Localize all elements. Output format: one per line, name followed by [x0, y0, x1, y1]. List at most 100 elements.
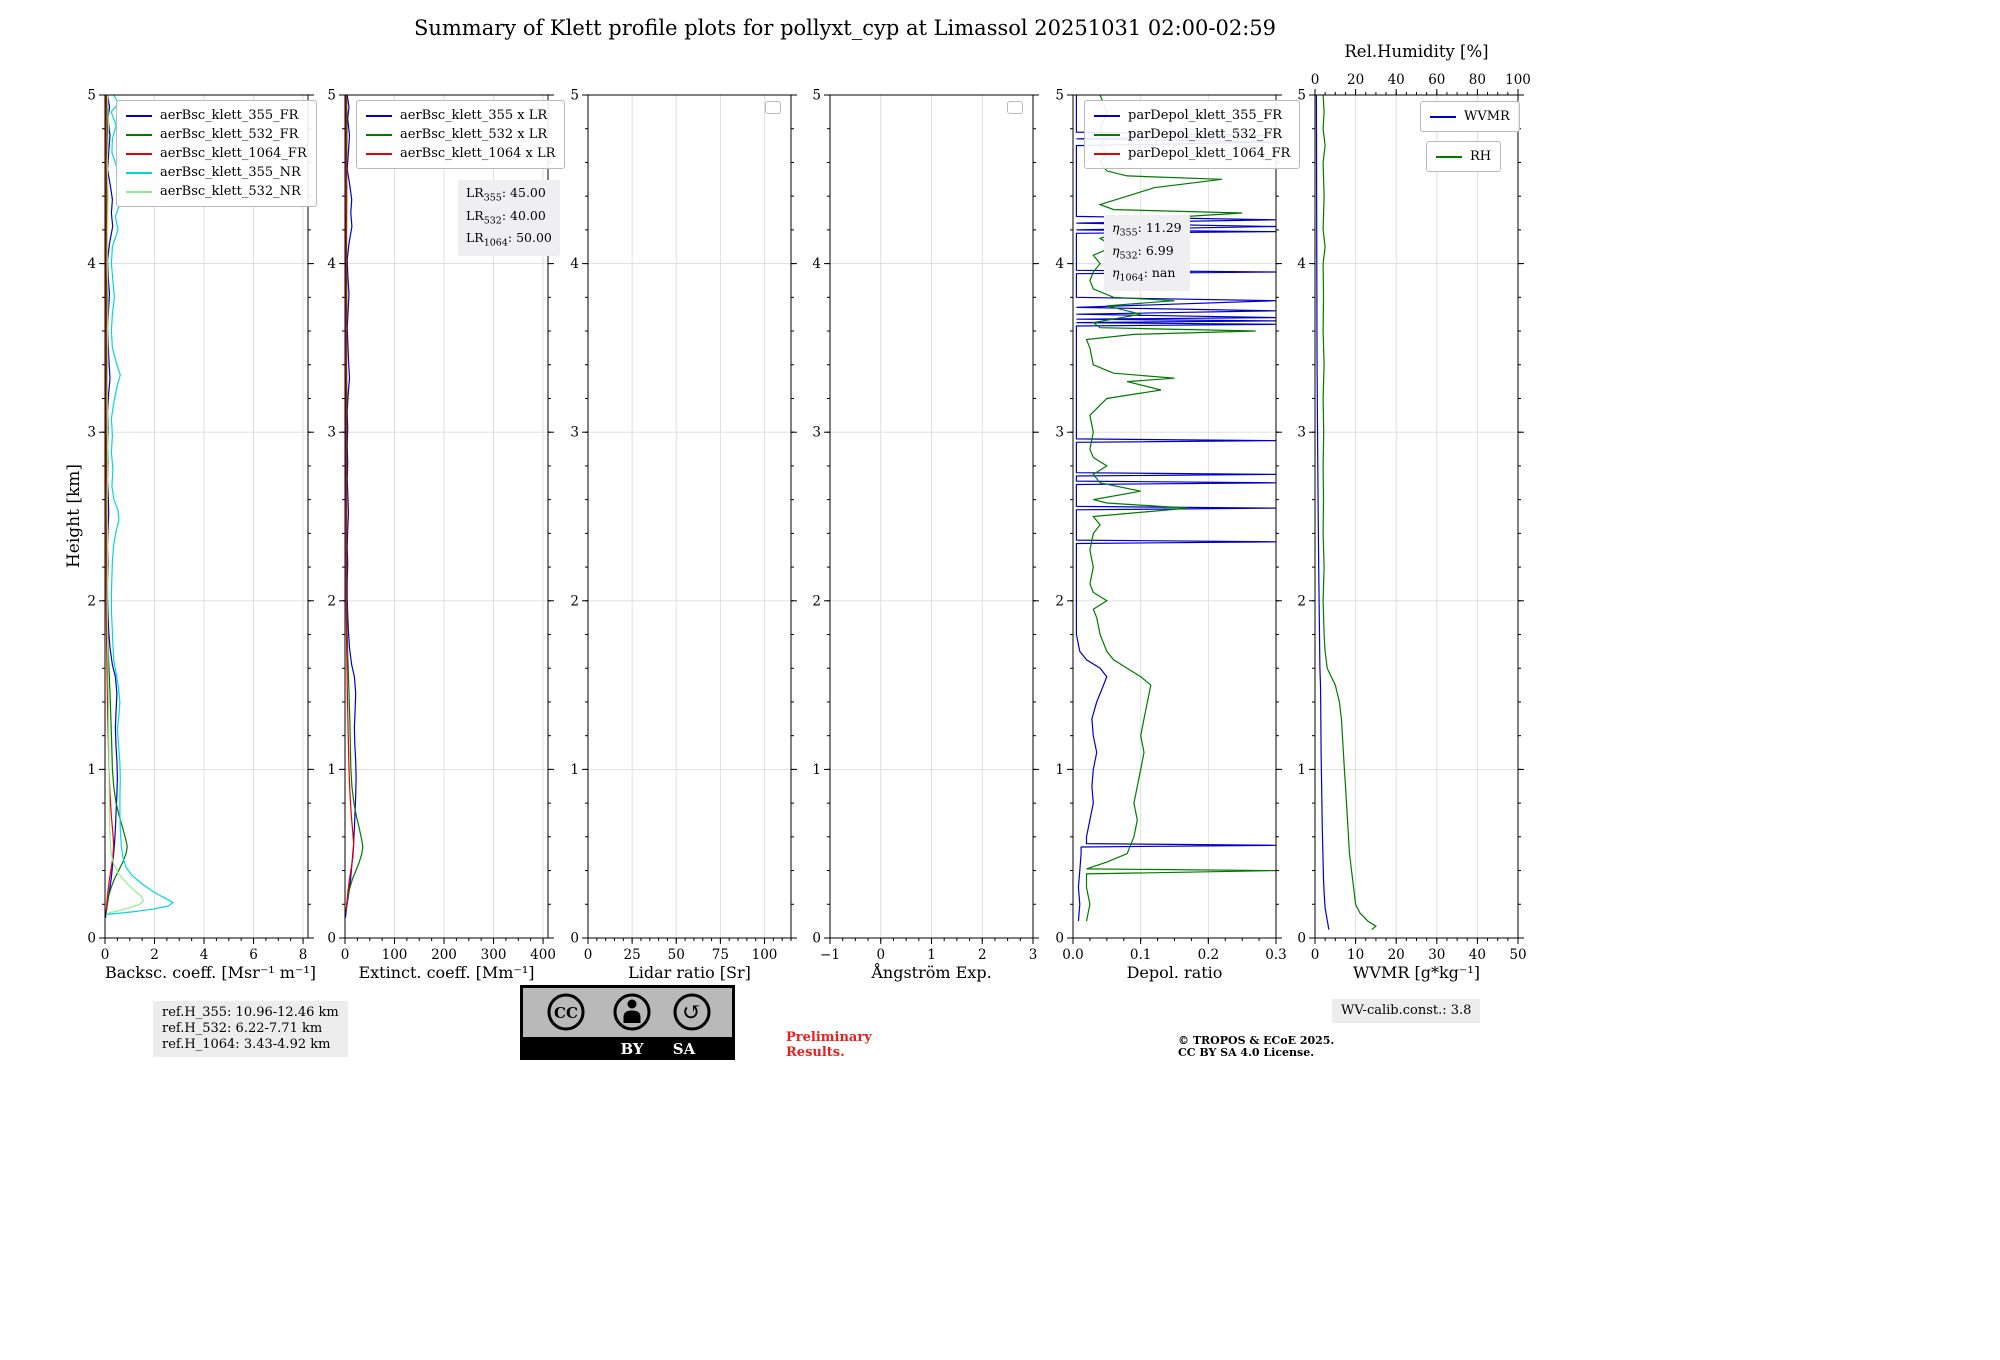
panel-wvmr: 0 10 20 30 40 50 0 1 2 3 4 5 0 20 40 60 80 100 Rel.Humidit… [1270, 15, 1540, 1025]
svg-text:6: 6 [249, 947, 258, 963]
svg-text:4: 4 [87, 256, 96, 272]
ticks [99, 94, 314, 944]
svg-text:4: 4 [570, 256, 579, 272]
svg-text:3: 3 [327, 425, 336, 441]
svg-text:2: 2 [978, 947, 987, 963]
svg-text:5: 5 [812, 88, 821, 104]
extinction-plot: 0 100 200 300 400 0 1 2 3 4 5 [327, 88, 556, 964]
attribution-person-icon [613, 993, 651, 1031]
svg-text:0: 0 [812, 931, 821, 947]
share-alike-arrow: ↺ [682, 998, 702, 1026]
legend-entry: aerBsc_klett_1064 x LR [366, 144, 555, 163]
legend: parDepol_klett_355_FR parDepol_klett_532_… [1084, 100, 1301, 169]
svg-text:2: 2 [150, 947, 159, 963]
ticks [339, 94, 554, 944]
legend-label: parDepol_klett_355_FR [1128, 108, 1283, 123]
top-axis-label: Rel.Humidity [%] [1344, 42, 1488, 61]
backscatter-plot: 0 2 4 6 8 0 1 2 3 4 5 [87, 88, 314, 964]
svg-text:50: 50 [668, 947, 685, 963]
svg-text:0.2: 0.2 [1198, 947, 1219, 963]
series-aerBsc_klett_355_NR [107, 95, 175, 915]
legend: RH [1426, 141, 1502, 172]
person-body [623, 1010, 641, 1023]
svg-text:0.3: 0.3 [1265, 947, 1286, 963]
svg-text:0: 0 [1055, 931, 1064, 947]
legend-label: aerBsc_klett_355_FR [160, 108, 299, 123]
legend-entry: parDepol_klett_1064_FR [1094, 144, 1290, 163]
legend-label: aerBsc_klett_532_FR [160, 127, 299, 142]
svg-text:3: 3 [570, 425, 579, 441]
preliminary-results-note: Preliminary Results. [786, 1030, 872, 1060]
svg-text:2: 2 [570, 593, 579, 609]
axes-frame [587, 94, 792, 939]
svg-text:30: 30 [1428, 947, 1445, 963]
svg-text:60: 60 [1428, 72, 1445, 88]
svg-text:5: 5 [87, 88, 96, 104]
svg-text:5: 5 [1055, 88, 1064, 104]
legend-line-sample [366, 114, 392, 117]
svg-text:4: 4 [200, 947, 209, 963]
legend-line-sample [1430, 115, 1456, 118]
svg-text:3: 3 [1029, 947, 1038, 963]
svg-text:0.0: 0.0 [1062, 947, 1083, 963]
legend-line-sample [126, 152, 152, 155]
copyright-line2: CC BY SA 4.0 License. [1178, 1046, 1315, 1059]
svg-text:4: 4 [1297, 256, 1306, 272]
cc-license-badge: CC ↺ BY SA [520, 985, 735, 1060]
svg-text:300: 300 [481, 947, 507, 963]
svg-text:200: 200 [431, 947, 457, 963]
series-parDepol_klett_532_FR [1085, 95, 1276, 922]
x-axis-label-backscatter: Backsc. coeff. [Msr⁻¹ m⁻¹] [105, 963, 317, 982]
legend-line-sample [1094, 152, 1120, 155]
svg-text:2: 2 [1055, 593, 1064, 609]
svg-text:2: 2 [87, 593, 96, 609]
tick-labels: 0 2 4 6 8 0 1 2 3 4 5 [87, 88, 307, 964]
legend-entry: WVMR [1430, 107, 1510, 126]
legend-line-sample [126, 133, 152, 136]
legend-label: aerBsc_klett_1064_FR [160, 146, 307, 161]
ticks [1309, 89, 1524, 944]
legend-line-sample [126, 190, 152, 193]
svg-text:0: 0 [101, 947, 110, 963]
preliminary-line2: Results. [786, 1045, 845, 1060]
svg-text:4: 4 [327, 256, 336, 272]
svg-text:1: 1 [812, 762, 821, 778]
legend-line-sample [126, 171, 152, 174]
legend [765, 101, 781, 114]
svg-text:2: 2 [812, 593, 821, 609]
svg-text:0: 0 [341, 947, 350, 963]
copyright-note: © TROPOS & ECoE 2025. CC BY SA 4.0 Licen… [1178, 1035, 1334, 1059]
svg-text:0: 0 [87, 931, 96, 947]
legend-label: aerBsc_klett_1064 x LR [400, 146, 556, 161]
legend-label: RH [1470, 149, 1492, 164]
legend-entry: aerBsc_klett_532 x LR [366, 125, 555, 144]
svg-text:3: 3 [1055, 425, 1064, 441]
series-WVMR [1315, 95, 1330, 930]
share-alike-icon [673, 993, 711, 1031]
series-group [1075, 95, 1276, 922]
svg-text:50: 50 [1509, 947, 1526, 963]
svg-text:20: 20 [1388, 947, 1405, 963]
series-aerBsc_klett_355 x LR [345, 95, 357, 918]
lidar-ratio-plot: 0 25 50 75 100 0 1 2 3 4 5 [570, 88, 797, 963]
depol-eta-annotation: η355: 11.29 η532: 6.99 η1064: nan [1104, 215, 1190, 291]
ticks [582, 94, 797, 944]
series-aerBsc_klett_532_FR [105, 95, 128, 913]
legend-entry: aerBsc_klett_532_NR [126, 182, 307, 201]
person-head [627, 999, 637, 1009]
svg-text:10: 10 [1347, 947, 1364, 963]
svg-text:4: 4 [1055, 256, 1064, 272]
legend-line-sample [366, 152, 392, 155]
svg-text:0: 0 [584, 947, 593, 963]
legend: aerBsc_klett_355 x LR aerBsc_klett_532 x … [356, 100, 566, 169]
preliminary-line1: Preliminary [786, 1030, 872, 1045]
cc-logo-icon [547, 993, 585, 1031]
legend-label: aerBsc_klett_355_NR [160, 165, 301, 180]
svg-text:40: 40 [1469, 947, 1486, 963]
panel-angstrom: −1 0 1 2 3 0 1 2 3 4 5 Ångström Exp. [785, 15, 1055, 1025]
legend-entry: aerBsc_klett_1064_FR [126, 144, 307, 163]
svg-text:0: 0 [1297, 931, 1306, 947]
legend-line-sample [1094, 133, 1120, 136]
